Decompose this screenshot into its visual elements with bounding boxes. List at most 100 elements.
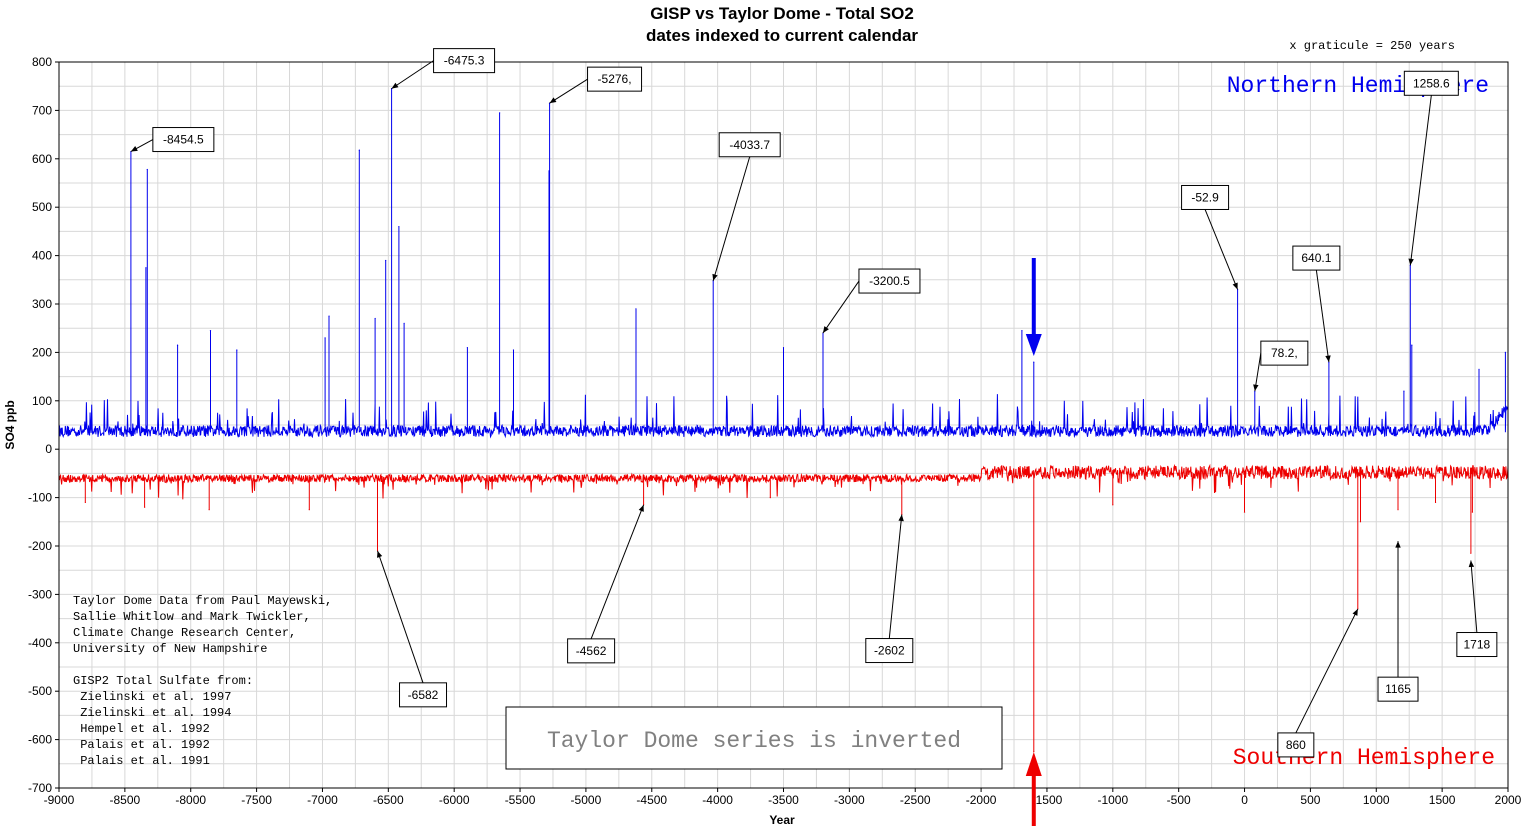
peak-point (499, 112, 501, 114)
y-tick-label: -700 (28, 781, 52, 795)
y-tick-label: -500 (28, 684, 52, 698)
callout-arrowhead (822, 326, 829, 334)
peak-point (236, 349, 238, 351)
callout-arrowhead (1408, 258, 1414, 266)
callout-label: -4562 (576, 644, 607, 658)
peak-point (548, 170, 550, 172)
peak-point (385, 259, 387, 262)
y-tick-label: -600 (28, 733, 52, 747)
callout-arrowhead (1232, 282, 1238, 290)
callout-arrowhead (1468, 560, 1475, 568)
x-tick-label: -1500 (1032, 793, 1063, 807)
credit-line: Zielinski et al. 1997 (73, 690, 231, 704)
peak-point (782, 346, 785, 349)
x-tick-label: -7500 (241, 793, 272, 807)
x-tick-label: -8000 (175, 793, 206, 807)
peak-point (176, 344, 179, 346)
x-tick-label: -4000 (702, 793, 733, 807)
callout-label: -6582 (408, 688, 439, 702)
callout: 1258.6 (1403, 70, 1459, 266)
callout-label: -8454.5 (163, 133, 204, 147)
callout-arrowhead (391, 82, 399, 89)
callout-arrowhead (1352, 608, 1358, 616)
peak-point (1033, 361, 1035, 363)
callout-arrowhead (549, 97, 557, 104)
x-tick-label: -5500 (505, 793, 536, 807)
callout-box (152, 127, 215, 153)
y-tick-label: -100 (28, 491, 52, 505)
callout-arrowhead (638, 504, 644, 512)
peak-point (145, 267, 147, 269)
x-tick-label: 1000 (1363, 793, 1390, 807)
north-marker-shaft (1031, 258, 1036, 334)
callout: 1718 (1456, 560, 1498, 658)
callout-arrowhead (130, 146, 138, 152)
callout: -2602 (865, 514, 914, 664)
callout-box (1456, 632, 1498, 658)
peak-point (769, 497, 771, 499)
x-tick-label: 2000 (1495, 793, 1522, 807)
peak-point (1478, 368, 1480, 370)
x-tick-label: -3500 (768, 793, 799, 807)
callout: -3200.5 (822, 268, 921, 334)
callout-arrowhead (898, 514, 904, 522)
peak-point (1403, 390, 1405, 392)
callout-label: -5276, (598, 72, 632, 86)
peak-point (1504, 351, 1506, 353)
credit-line: Climate Change Research Center, (73, 626, 296, 640)
inverted-note-box (505, 706, 1003, 770)
peak-point (328, 315, 330, 317)
callout-box (1181, 184, 1230, 210)
callout-box (433, 48, 496, 74)
callout-label: 78.2, (1271, 346, 1298, 360)
series-line-north (58, 88, 1509, 439)
callout-box (865, 638, 914, 664)
callout-box (587, 66, 643, 92)
y-tick-label: -300 (28, 587, 52, 601)
x-tick-label: 1500 (1429, 793, 1456, 807)
y-tick-label: 100 (32, 394, 52, 408)
north-marker-arrowhead (1025, 334, 1042, 356)
y-tick-label: -400 (28, 636, 52, 650)
callout-box (1292, 245, 1341, 271)
peak-point (1434, 501, 1437, 504)
callout-leader (1409, 95, 1432, 266)
x-tick-label: -7000 (307, 793, 338, 807)
callout-box (858, 268, 921, 294)
y-tick-label: 0 (45, 442, 52, 456)
callout: 860 (1277, 608, 1359, 758)
peak-point (1470, 552, 1472, 554)
peak-point (374, 317, 376, 320)
chart-subtitle: dates indexed to current calendar (646, 26, 918, 45)
callout: -4033.7 (712, 132, 781, 281)
y-tick-label: 800 (32, 55, 52, 69)
y-tick-label: 700 (32, 103, 52, 117)
peak-point (324, 337, 326, 339)
tick-labels: -9000 -8500 -8000 -7500 -7000 -6500 -6000 -5500… (28, 55, 1522, 807)
y-tick-label: 400 (32, 249, 52, 263)
peak-point (1112, 504, 1114, 506)
callout: -8454.5 (130, 127, 215, 153)
x-tick-label: -6000 (439, 793, 470, 807)
peak-point (512, 349, 515, 351)
callout: -52.9 (1181, 184, 1239, 290)
callout-box (399, 682, 448, 708)
peak-point (1033, 751, 1035, 753)
peak-point (1359, 521, 1362, 523)
callout-label: 1258.6 (1413, 76, 1450, 90)
callout-box (567, 638, 616, 664)
x-tick-label: 500 (1300, 793, 1320, 807)
x-tick-label: -2500 (900, 793, 931, 807)
callout-box (1277, 732, 1315, 758)
peak-point (1411, 344, 1413, 346)
callout-label: 860 (1286, 738, 1306, 752)
callout: -4562 (567, 504, 645, 664)
x-tick-label: -6500 (373, 793, 404, 807)
callout-arrowhead (1395, 541, 1401, 548)
peak-point (1397, 509, 1399, 511)
chart-title: GISP vs Taylor Dome - Total SO2 (650, 4, 914, 23)
peak-point (209, 330, 212, 332)
peak-point (398, 225, 400, 228)
credit-line: Palais et al. 1991 (73, 754, 210, 768)
